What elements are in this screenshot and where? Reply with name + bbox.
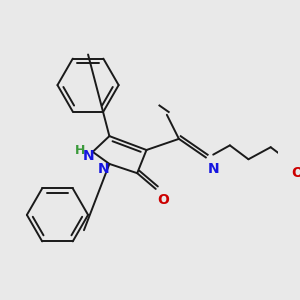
Text: H: H (74, 143, 85, 157)
Text: N: N (82, 149, 94, 164)
Text: O: O (158, 193, 169, 207)
Text: N: N (208, 162, 219, 176)
Text: O: O (291, 166, 300, 180)
Text: N: N (98, 161, 110, 176)
